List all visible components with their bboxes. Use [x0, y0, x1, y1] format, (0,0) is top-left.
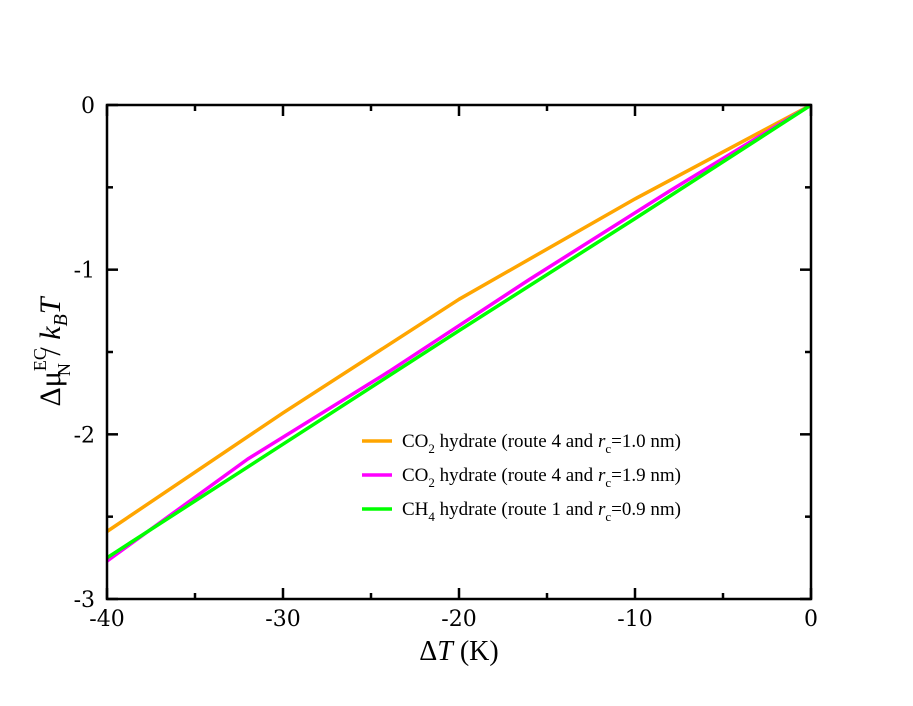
- x-tick-label: 0: [804, 607, 818, 632]
- x-axis-label: ΔT (K): [419, 636, 498, 667]
- y-tick-label: -2: [74, 423, 95, 448]
- y-axis-label: ΔμEC N / kBT: [30, 295, 74, 406]
- legend: CO2 hydrate (route 4 and rc=1.0 nm) CO2 …: [362, 431, 681, 524]
- y-tick-label: -3: [74, 588, 95, 613]
- x-tick-label: -10: [617, 607, 652, 632]
- series-line-1: [105, 103, 812, 563]
- x-tick-label: -20: [441, 607, 476, 632]
- series-line-2: [106, 103, 812, 560]
- series-line-0: [106, 103, 812, 533]
- x-tick-label: -40: [89, 607, 124, 632]
- labels-layer: -40 -30 -20 -10 0-3-2-10: [74, 94, 818, 632]
- x-tick-label: -30: [265, 607, 300, 632]
- y-tick-label: 0: [81, 94, 95, 119]
- series-layer: [105, 103, 812, 563]
- legend-label-1: CO2 hydrate (route 4 and rc=1.9 nm): [402, 465, 681, 490]
- y-axis-label-group: ΔμEC N / kBT: [30, 295, 74, 406]
- plot-frame: [105, 103, 813, 601]
- legend-label-0: CO2 hydrate (route 4 and rc=1.0 nm): [402, 431, 681, 456]
- y-tick-label: -1: [74, 259, 95, 284]
- legend-label-2: CH4 hydrate (route 1 and rc=0.9 nm): [402, 499, 681, 524]
